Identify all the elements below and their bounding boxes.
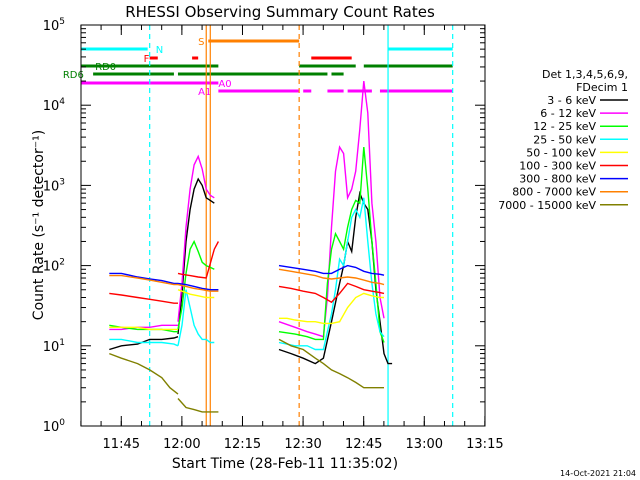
x-axis: 11:45 12:00 12:15 12:30 12:45 13:00 13:15	[80, 25, 504, 452]
series-line	[278, 197, 385, 351]
series-line	[278, 268, 385, 286]
series-lines	[109, 81, 393, 413]
footer-date: 14-Oct-2021 21:04	[560, 469, 636, 478]
series-line	[177, 289, 215, 299]
series-line	[177, 289, 215, 346]
flag-label: A1	[198, 87, 211, 98]
legend-entry: 25 - 50 keV	[533, 133, 596, 146]
legend-entry: 7000 - 15000 keV	[498, 199, 596, 212]
legend-entry: 800 - 7000 keV	[512, 186, 596, 199]
x-axis-label: Start Time (28-Feb-11 11:35:02)	[172, 456, 398, 472]
flag-label: F	[144, 54, 150, 65]
x-tick-label: 11:45	[103, 437, 140, 452]
flag-label: N	[156, 45, 163, 56]
series-line	[177, 282, 219, 291]
chart-title: RHESSI Observing Summary Count Rates	[125, 3, 435, 21]
flag-label: S	[198, 37, 204, 48]
series-line	[109, 336, 179, 351]
legend-header-detectors: Det 1,3,4,5,6,9,	[542, 68, 628, 81]
x-tick-label: 12:00	[163, 437, 200, 452]
series-line	[177, 177, 215, 335]
flag-bars: N S F RD0 RD6 A0 A1	[63, 37, 453, 98]
legend-header-fdecim: FDecim 1	[576, 81, 628, 94]
series-line	[279, 292, 384, 325]
x-tick-label: 12:45	[345, 437, 382, 452]
series-line	[278, 282, 385, 304]
series-line	[177, 241, 220, 279]
y-tick-label: 105	[43, 17, 65, 34]
series-line	[109, 272, 178, 285]
vertical-markers	[149, 25, 454, 426]
legend-entry: 100 - 300 keV	[519, 160, 596, 173]
y-tick-label: 103	[43, 177, 65, 194]
y-tick-label: 102	[43, 258, 65, 275]
series-line	[278, 147, 385, 343]
x-tick-label: 12:30	[284, 437, 321, 452]
series-line	[109, 292, 178, 304]
y-axis: 100 101 102 103 104 105	[43, 17, 485, 435]
series-line	[109, 274, 178, 286]
y-tick-label: 100	[43, 418, 66, 435]
y-axis-label: Count Rate (s⁻¹ detector⁻¹)	[31, 130, 47, 320]
series-line	[109, 326, 178, 331]
legend-entry: 3 - 6 keV	[547, 94, 596, 107]
series-line	[177, 398, 219, 413]
flag-label: RD6	[63, 70, 84, 81]
flag-label: RD0	[95, 62, 116, 73]
x-tick-label: 12:15	[224, 437, 261, 452]
legend-entry: 6 - 12 keV	[540, 107, 596, 120]
y-tick-label: 101	[43, 338, 65, 355]
flag-label: A0	[218, 79, 231, 90]
x-tick-label: 13:15	[466, 437, 503, 452]
series-line	[109, 338, 179, 347]
y-tick-label: 104	[43, 97, 66, 114]
series-line	[109, 324, 178, 331]
x-tick-label: 13:00	[406, 437, 443, 452]
series-line	[278, 264, 385, 276]
legend-entry: 300 - 800 keV	[519, 173, 596, 186]
series-line	[177, 154, 215, 322]
series-line	[177, 283, 219, 292]
series-line	[177, 239, 215, 330]
legend-entry: 50 - 100 keV	[526, 146, 596, 159]
series-line	[109, 352, 179, 395]
series-line	[278, 81, 385, 338]
series-line	[278, 338, 384, 389]
legend-entry: 12 - 25 keV	[533, 120, 596, 133]
